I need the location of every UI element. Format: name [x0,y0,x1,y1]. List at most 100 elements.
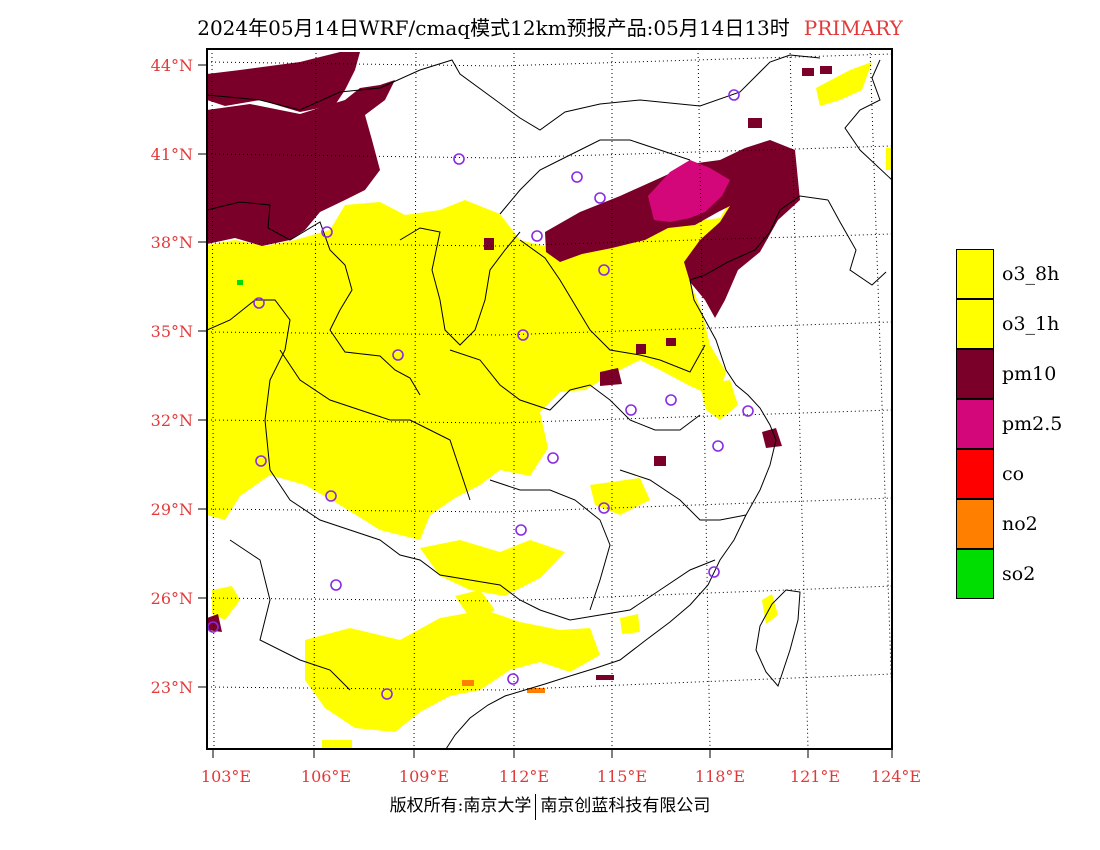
axis-ticks [198,64,893,758]
border-hunan-jiangxi [489,479,611,611]
pm10-area-inner-mongolia [207,80,395,246]
graticule [207,49,892,749]
pm10-area-mongolia [207,52,360,112]
border-shaanxi [399,227,521,346]
legend-label: o3_8h [1002,263,1060,285]
station-marker[interactable] [571,171,583,183]
station-marker[interactable] [517,329,529,341]
grid-lon-103 [211,49,215,749]
grid-lon-124 [869,49,892,701]
lon-label-109: 109°E [399,767,449,786]
legend-swatch [956,249,994,299]
border-hubei-anhui [449,349,701,431]
border-hebei [499,139,691,215]
pm10-spot-1 [600,368,622,386]
border-ningxia-gansu [207,201,421,396]
o3-area-south-3 [620,614,640,634]
lon-label-106: 106°E [301,767,351,786]
lon-label-112: 112°E [499,767,549,786]
copyright-right: 南京创蓝科技有限公司 [540,796,711,816]
legend-swatch [956,399,994,449]
border-fujian-zhejiang [619,469,747,521]
taiwan-outline [755,589,801,687]
pm10-spot-8 [666,338,676,346]
station-marker[interactable] [708,566,720,578]
station-marker[interactable] [712,440,724,452]
station-marker[interactable] [392,349,404,361]
pm10-spot-5 [820,66,832,74]
station-marker[interactable] [625,404,637,416]
copyright-left: 版权所有:南京大学 [389,796,532,816]
so2-spot [237,280,243,285]
border-yunnan [229,539,351,691]
station-marker[interactable] [531,230,543,242]
legend-label: pm2.5 [1002,413,1063,435]
province-boundaries [207,54,821,691]
title-text: 2024年05月14日WRF/cmaq模式12km预报产品:05月14日13时 [197,16,790,40]
pm10-spot-9 [636,344,646,354]
border-guizhou-guangxi [269,469,716,621]
lon-label-121: 121°E [790,767,840,786]
latitude-labels: 44°N 41°N 38°N 35°N 32°N 29°N 26°N 23°N [151,56,193,697]
grid-lon-118 [697,49,711,749]
o3-area-northeast [816,62,872,106]
station-marker[interactable] [598,264,610,276]
o3-pollution-areas [207,62,892,749]
coastline [445,59,892,749]
o3-area-shanghai [700,380,738,420]
station-marker[interactable] [547,452,559,464]
legend-label: pm10 [1002,363,1057,385]
lat-label-29: 29°N [151,500,193,519]
station-marker[interactable] [325,490,337,502]
lon-label-103: 103°E [201,767,251,786]
station-marker[interactable] [507,673,519,685]
legend-swatch [956,349,994,399]
pm10-pollution-areas [207,52,832,680]
lat-label-23: 23°N [151,678,193,697]
legend-swatch [956,299,994,349]
station-marker[interactable] [321,226,333,238]
map-frame [206,48,893,750]
no2-pollution-areas [462,680,545,693]
border-henan-shandong [519,239,706,373]
no2-spot-1 [462,680,474,686]
pm10-spot-4 [802,68,814,76]
station-marker[interactable] [255,455,267,467]
grid-lon-106 [313,49,317,749]
station-marker[interactable] [594,192,606,204]
longitude-labels: 103°E 106°E 109°E 112°E 115°E 118°E 121°… [201,767,921,786]
legend-label: no2 [1002,513,1038,535]
legend-swatch [956,499,994,549]
pm10-area-north-china [545,140,800,318]
lon-label-115: 115°E [597,767,647,786]
station-marker[interactable] [742,405,754,417]
border-west [207,299,291,471]
station-marker[interactable] [253,297,265,309]
monitoring-stations [207,89,754,700]
station-marker[interactable] [515,524,527,536]
no2-spot-2 [527,688,545,693]
station-marker[interactable] [330,579,342,591]
o3-area-edge [886,148,892,170]
o3-area-bottom [322,740,352,749]
pm10-spot-6 [748,118,762,128]
copyright-separator [535,793,537,820]
legend-label: co [1002,463,1025,485]
legend-label: so2 [1002,563,1036,585]
lat-label-44: 44°N [151,56,193,75]
lat-label-41: 41°N [151,145,193,164]
pm10-spot-11 [596,675,614,680]
lat-label-38: 38°N [151,233,193,252]
legend-swatch [956,449,994,499]
station-marker[interactable] [381,688,393,700]
station-marker[interactable] [665,394,677,406]
lat-label-26: 26°N [151,589,193,608]
station-marker[interactable] [598,502,610,514]
station-marker[interactable] [453,153,465,165]
station-marker[interactable] [728,89,740,101]
lon-label-124: 124°E [871,767,921,786]
border-mongolia [207,54,821,131]
pm10-spot-10 [484,238,494,250]
pm10-spot-2 [762,428,782,448]
